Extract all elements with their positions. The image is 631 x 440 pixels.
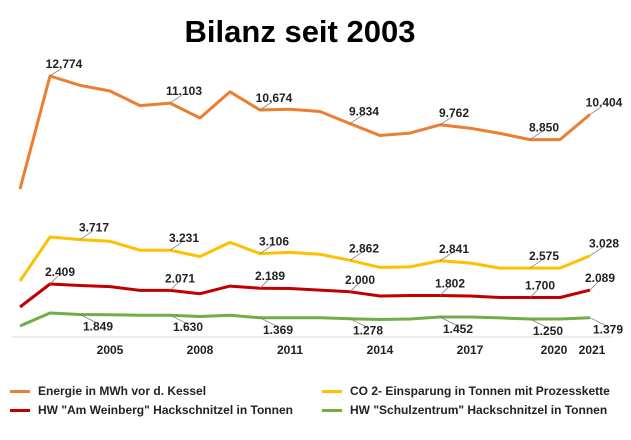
data-label: 1.369 [263, 323, 293, 337]
data-label-leader [589, 106, 603, 115]
series-layer [18, 74, 591, 328]
data-label-leader [439, 116, 453, 126]
data-label-leader [349, 318, 367, 328]
data-label: 11.103 [166, 84, 202, 98]
legend-item-4: HW "Schulzentrum" Hackschnitzel in Tonne… [322, 403, 607, 417]
legend-label: CO 2- Einsparung in Tonnen mit Prozesske… [350, 384, 610, 398]
data-label: 2.071 [165, 271, 195, 285]
data-label: 3.106 [259, 235, 289, 249]
data-label: 1.452 [443, 322, 473, 336]
data-label-leader [529, 259, 543, 269]
data-label: 2.841 [439, 242, 469, 256]
data-label: 2.089 [585, 271, 615, 285]
x-tick-label: 2014 [367, 343, 394, 357]
series-line-1 [18, 74, 591, 190]
data-label: 3.231 [169, 231, 199, 245]
tick-layer: 2005 2008 2011 2014 2017 2020 2021 [97, 343, 606, 357]
legend-swatch [322, 389, 342, 393]
data-label-leader [349, 283, 359, 293]
legend-swatch [322, 408, 342, 412]
data-label: 9.834 [349, 105, 379, 119]
legend-label: HW "Schulzentrum" Hackschnitzel in Tonne… [350, 403, 608, 417]
data-label: 1.700 [525, 279, 555, 293]
data-label-leader [439, 316, 457, 326]
data-label-leader [259, 279, 269, 289]
data-label: 8.850 [529, 121, 559, 135]
data-label: 1.802 [435, 277, 465, 291]
x-tick-label: 2008 [187, 343, 214, 357]
data-label-leader [589, 317, 607, 327]
data-label-leader [439, 287, 449, 296]
chart-title: Bilanz seit 2003 [185, 14, 416, 49]
data-label: 10.674 [256, 91, 293, 105]
data-label: 1.630 [173, 320, 203, 334]
data-label-leader [169, 314, 187, 324]
data-label: 2.189 [255, 269, 285, 283]
legend-item-1: Energie in MWh vor d. Kessel [10, 384, 206, 398]
data-label: 3.717 [79, 221, 109, 235]
data-label-leader [79, 314, 97, 323]
series-line-4 [19, 311, 591, 328]
data-label-leader [49, 275, 59, 285]
series-line-3 [19, 282, 591, 309]
data-label-leader [589, 281, 599, 291]
data-label: 1.278 [353, 324, 383, 338]
legend: Energie in MWh vor d. Kessel CO 2- Einspa… [0, 376, 631, 436]
data-label-leader [349, 115, 363, 124]
data-label: 2.575 [529, 249, 559, 263]
x-tick-label: 2011 [277, 343, 303, 357]
data-label-leader [529, 131, 543, 140]
data-label-leader [589, 247, 603, 257]
data-label-leader [169, 282, 179, 291]
data-label-leader [259, 317, 277, 327]
legend-label: Energie in MWh vor d. Kessel [38, 384, 207, 398]
data-label-leader [49, 67, 63, 77]
data-label-leader [349, 251, 363, 261]
x-tick-label: 2020 [541, 343, 568, 357]
x-tick-label: 2005 [97, 343, 124, 357]
data-label-leader [79, 231, 93, 240]
data-label: 3.028 [589, 237, 619, 251]
data-label-leader [169, 94, 183, 104]
legend-item-2: CO 2- Einsparung in Tonnen mit Prozesske… [322, 384, 610, 398]
label-layer: 12.774 11.103 10.674 9.834 9.762 8.850 10.404 3… [45, 57, 623, 338]
x-tick-label: 2017 [457, 343, 484, 357]
line-chart: Bilanz seit 2003 12.774 11.103 10.674 9.834… [12, 14, 623, 357]
series-line-2 [18, 235, 591, 282]
legend-label: HW "Am Weinberg" Hackschnitzel in Tonnen [38, 403, 293, 417]
legend-item-3: HW "Am Weinberg" Hackschnitzel in Tonnen [10, 403, 293, 417]
data-label-leader [169, 241, 183, 251]
data-label: 1.849 [83, 320, 113, 334]
data-label: 10.404 [586, 95, 623, 109]
data-label: 1.379 [593, 323, 623, 337]
data-label: 12.774 [46, 57, 83, 71]
data-label-leader [529, 289, 539, 298]
data-label: 2.862 [349, 241, 379, 255]
legend-swatch [10, 408, 30, 412]
data-label-leader [259, 245, 273, 254]
x-tick-label: 2021 [579, 343, 606, 357]
data-label: 1.250 [533, 324, 563, 338]
data-label-leader [529, 318, 547, 328]
data-label: 9.762 [439, 106, 469, 120]
data-label: 2.409 [45, 265, 75, 279]
legend-swatch [10, 389, 30, 393]
data-label-leader [439, 252, 453, 262]
data-label: 2.000 [345, 273, 375, 287]
data-label-leader [259, 101, 273, 111]
